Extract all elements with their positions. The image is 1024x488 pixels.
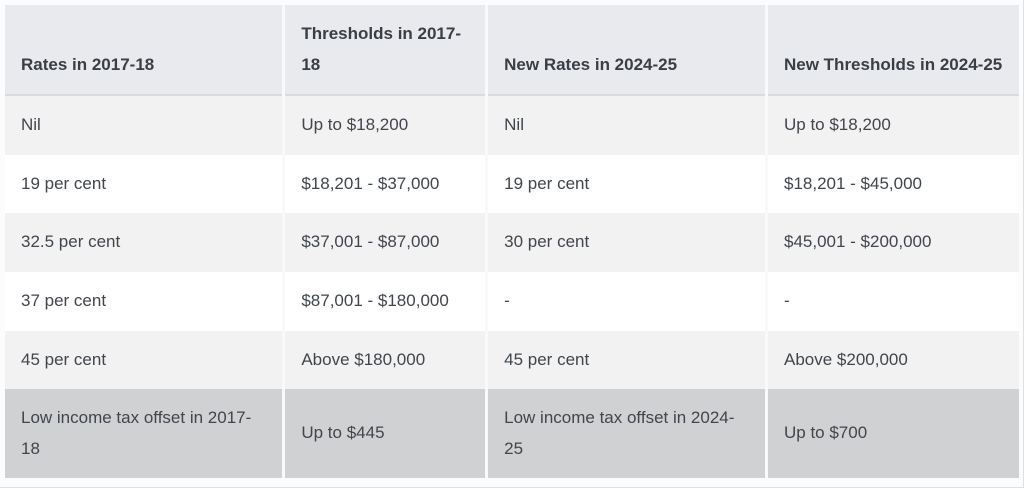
table-row-low-income-tax-offset: Low income tax offset in 2017-18 Up to $… [5,389,1019,479]
table-cell: Up to $445 [282,389,487,479]
table-cell: Up to $700 [765,389,1019,479]
table-cell: Up to $18,200 [765,95,1019,155]
table-cell: $37,001 - $87,000 [282,213,487,272]
table-row: Nil Up to $18,200 Nil Up to $18,200 [5,95,1019,155]
table-cell: Up to $18,200 [282,95,487,155]
table-cell: Above $180,000 [282,330,487,390]
header-row: Rates in 2017-18 Thresholds in 2017-18 N… [5,5,1019,97]
table-cell: 30 per cent [485,213,767,272]
tax-rates-table: Rates in 2017-18 Thresholds in 2017-18 N… [5,5,1019,479]
table-cell: $45,001 - $200,000 [765,213,1019,272]
table-cell: 45 per cent [485,330,767,390]
table-cell: Nil [21,115,41,135]
table-cell: 45 per cent [21,349,107,369]
table-cell: Low income tax offset in 2024-25 [485,389,767,479]
table-row: 32.5 per cent $37,001 - $87,000 30 per c… [5,213,1019,272]
column-header-new-rates-2024-25: New Rates in 2024-25 [485,5,767,97]
table-row: 19 per cent $18,201 - $37,000 19 per cen… [5,154,1019,214]
table-cell: - [765,271,1019,331]
table-cell: Low income tax offset in 2017-18 [21,408,252,458]
column-header-new-thresholds-2024-25: New Thresholds in 2024-25 [765,5,1019,97]
table-cell: $18,201 - $45,000 [765,154,1019,214]
table-cell: - [485,271,767,331]
column-header-thresholds-2017-18: Thresholds in 2017-18 [282,5,487,97]
table-cell: Nil [485,95,767,155]
table-cell: 19 per cent [485,154,767,214]
table-row: 45 per cent Above $180,000 45 per cent A… [5,330,1019,390]
table-cell: $87,001 - $180,000 [282,271,487,331]
table-cell: $18,201 - $37,000 [282,154,487,214]
table-row: 37 per cent $87,001 - $180,000 - - [5,271,1019,331]
table-cell: 37 per cent [21,290,107,310]
table-cell: Above $200,000 [765,330,1019,390]
column-header-rates-2017-18: Rates in 2017-18 [5,5,284,97]
table-cell: 19 per cent [21,173,107,193]
table-cell: 32.5 per cent [21,232,121,252]
